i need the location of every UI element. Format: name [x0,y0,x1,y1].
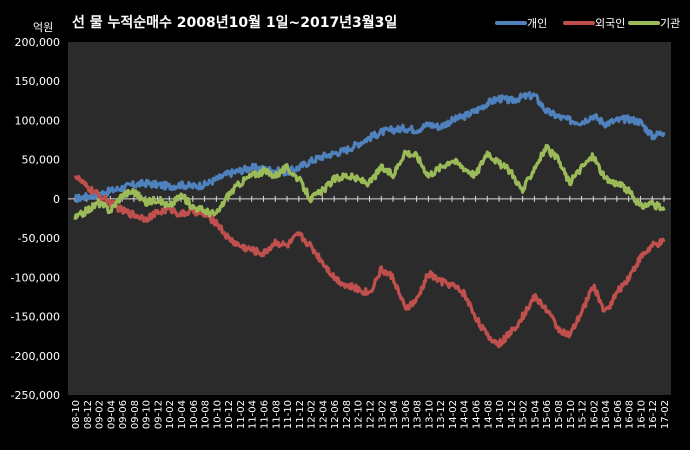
legend: 개인 외국인 기관 [495,17,680,30]
x-tick-label: 16-12 [648,400,659,429]
x-tick-label: 10-08 [201,400,212,429]
y-tick-label: -200,000 [11,350,60,363]
x-tick-label: 12-04 [318,400,329,429]
y-tick-label: -150,000 [11,311,60,324]
x-axis-ticks: 08-10 08-12 09-02 09-04 09-06 09-08 09-10 09-12… [71,400,671,429]
plot-background [68,42,671,395]
x-tick-label: 09-02 [95,400,106,429]
legend-label: 외국인 [595,17,625,30]
x-tick-label: 09-10 [142,400,153,429]
x-tick-label: 11-10 [283,400,294,429]
x-tick-label: 15-02 [519,400,530,429]
x-tick-label: 12-06 [330,400,341,429]
x-tick-label: 10-06 [189,400,200,429]
x-tick-label: 14-10 [495,400,506,429]
x-tick-label: 15-08 [554,400,565,429]
x-tick-label: 13-12 [436,400,447,429]
x-tick-label: 10-10 [212,400,223,429]
x-tick-label: 15-06 [542,400,553,429]
y-tick-label: -100,000 [11,271,60,284]
x-tick-label: 14-06 [472,400,483,429]
x-tick-label: 08-12 [83,400,94,429]
x-tick-label: 10-02 [165,400,176,429]
x-tick-label: 12-02 [307,400,318,429]
series-line-3 [73,143,666,221]
y-tick-label: -250,000 [11,389,60,402]
x-tick-label: 12-10 [354,400,365,429]
x-tick-label: 08-10 [71,400,82,429]
x-tick-label: 16-08 [625,400,636,429]
x-tick-label: 11-08 [271,400,282,429]
y-tick-label: -50,000 [18,232,60,245]
x-tick-label: 16-04 [601,400,612,429]
legend-label: 기관 [660,17,680,30]
x-tick-label: 11-06 [259,400,270,429]
series-line-1 [74,91,666,204]
y-tick-label: 200,000 [15,36,61,49]
chart-title: 선 물 누적순매수 2008년10월 1일~2017년3월3일 [72,14,397,31]
x-tick-label: 16-10 [636,400,647,429]
x-tick-label: 10-04 [177,400,188,429]
x-tick-label: 12-08 [342,400,353,429]
x-tick-label: 14-04 [460,400,471,429]
x-tick-label: 16-02 [589,400,600,429]
x-tick-label: 17-02 [660,400,671,429]
x-tick-label: 14-12 [507,400,518,429]
x-tick-label: 09-06 [118,400,129,429]
x-tick-label: 15-04 [530,400,541,429]
x-tick-label: 13-06 [401,400,412,429]
x-tick-label: 13-02 [377,400,388,429]
x-tick-label: 15-12 [578,400,589,429]
x-tick-label: 10-12 [224,400,235,429]
x-tick-label: 13-08 [413,400,424,429]
x-tick-label: 11-02 [236,400,247,429]
y-tick-label: 50,000 [22,154,61,167]
x-tick-label: 15-10 [566,400,577,429]
x-tick-label: 11-04 [248,400,259,429]
legend-label: 개인 [527,17,547,30]
x-tick-label: 16-06 [613,400,624,429]
x-tick-label: 13-10 [424,400,435,429]
y-tick-label: 0 [53,193,60,206]
x-tick-label: 13-04 [389,400,400,429]
x-tick-label: 09-12 [153,400,164,429]
series-line-2 [73,175,666,349]
plot-area [68,42,671,395]
series-group [73,91,666,349]
y-axis-label: 억원 [33,21,53,34]
x-tick-label: 12-12 [366,400,377,429]
x-tick-label: 14-08 [483,400,494,429]
x-tick-label: 09-04 [106,400,117,429]
x-tick-label: 14-02 [448,400,459,429]
x-tick-label: 09-08 [130,400,141,429]
x-tick-label: 11-12 [295,400,306,429]
y-axis-ticks: 200,000 150,000 100,000 50,000 0 -50,000 -100,… [11,36,60,402]
y-tick-label: 150,000 [15,75,61,88]
y-tick-label: 100,000 [15,114,61,127]
